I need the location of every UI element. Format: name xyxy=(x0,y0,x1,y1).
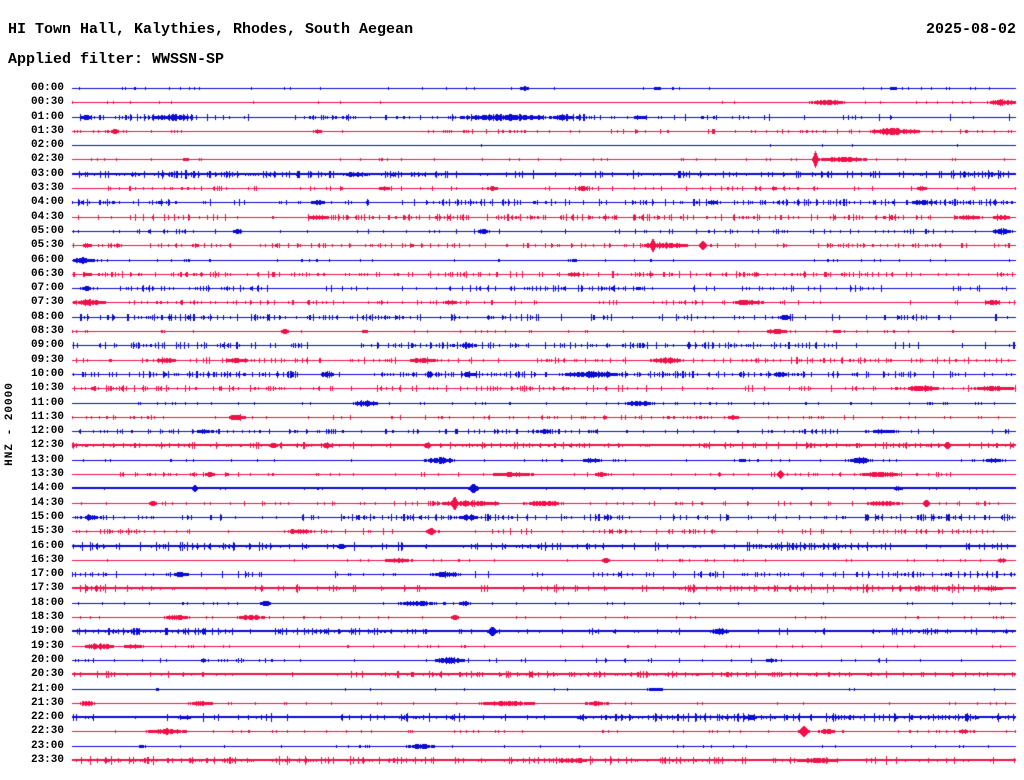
time-label: 04:00 xyxy=(30,196,64,209)
time-label: 16:00 xyxy=(30,539,64,552)
time-label: 19:30 xyxy=(30,639,64,652)
time-label: 12:30 xyxy=(30,439,64,452)
time-label: 00:30 xyxy=(30,96,64,109)
time-label: 21:00 xyxy=(30,682,64,695)
time-label: 02:00 xyxy=(30,139,64,152)
time-label: 07:30 xyxy=(30,296,64,309)
time-label: 13:30 xyxy=(30,468,64,481)
time-label: 14:30 xyxy=(30,496,64,509)
time-label: 23:30 xyxy=(30,754,64,766)
time-label: 17:00 xyxy=(30,568,64,581)
time-label: 21:30 xyxy=(30,696,64,709)
time-label: 17:30 xyxy=(30,582,64,595)
time-label: 18:00 xyxy=(30,596,64,609)
time-label: 20:30 xyxy=(30,668,64,681)
time-label: 09:00 xyxy=(30,339,64,352)
time-label: 01:30 xyxy=(30,124,64,137)
time-label: 06:00 xyxy=(30,253,64,266)
time-label: 08:00 xyxy=(30,310,64,323)
time-label: 07:00 xyxy=(30,282,64,295)
time-label: 20:00 xyxy=(30,653,64,666)
time-label: 18:30 xyxy=(30,611,64,624)
time-label: 15:30 xyxy=(30,525,64,538)
time-label: 12:00 xyxy=(30,425,64,438)
time-label: 13:00 xyxy=(30,453,64,466)
time-label: 09:30 xyxy=(30,353,64,366)
time-label: 06:30 xyxy=(30,267,64,280)
time-label: 15:00 xyxy=(30,510,64,523)
time-label: 16:30 xyxy=(30,553,64,566)
time-label: 03:30 xyxy=(30,182,64,195)
time-label: 22:00 xyxy=(30,711,64,724)
time-label: 05:00 xyxy=(30,224,64,237)
time-label: 00:00 xyxy=(30,82,64,94)
time-label: 02:30 xyxy=(30,153,64,166)
time-label: 22:30 xyxy=(30,725,64,738)
time-label: 01:00 xyxy=(30,110,64,123)
time-label: 14:00 xyxy=(30,482,64,495)
time-label: 10:00 xyxy=(30,367,64,380)
time-label: 10:30 xyxy=(30,382,64,395)
time-label: 11:00 xyxy=(30,396,64,409)
time-label: 19:00 xyxy=(30,625,64,638)
time-label: 04:30 xyxy=(30,210,64,223)
time-label: 05:30 xyxy=(30,239,64,252)
time-label: 03:00 xyxy=(30,167,64,180)
time-label: 23:00 xyxy=(30,739,64,752)
time-label: 11:30 xyxy=(30,410,64,423)
time-label: 08:30 xyxy=(30,325,64,338)
